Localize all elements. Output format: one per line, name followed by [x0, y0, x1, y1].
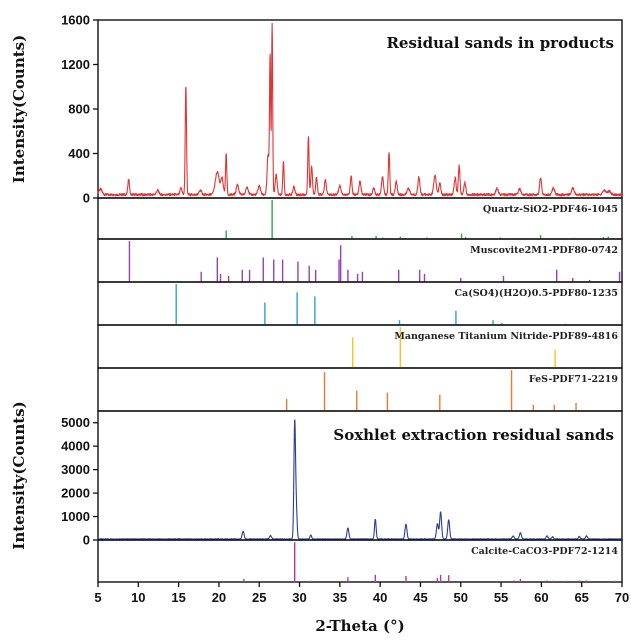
xtick-label: 15 [171, 590, 185, 605]
top-ytick-label: 800 [68, 102, 90, 117]
xtick-label: 70 [615, 590, 629, 605]
bottom-ytick-label: 5000 [61, 415, 90, 430]
xtick-label: 20 [212, 590, 226, 605]
top-y-axis-label: Intensity(Counts) [10, 35, 28, 183]
top-panel-title: Residual sands in products [386, 34, 614, 52]
reference-0-label: Quartz-SiO2-PDF46-1045 [483, 204, 618, 215]
calcite-label: Calcite-CaCO3-PDF72-1214 [471, 546, 618, 557]
bottom-ytick-label: 1000 [61, 509, 90, 524]
xtick-label: 10 [131, 590, 145, 605]
top-ytick-label: 1600 [61, 13, 90, 28]
top-spectrum-line [97, 22, 623, 197]
reference-4-label: FeS-PDF71-2219 [529, 374, 619, 385]
xtick-label: 65 [574, 590, 588, 605]
reference-1-label: Muscovite2M1-PDF80-0742 [470, 245, 618, 256]
bottom-y-axis-label: Intensity(Counts) [10, 401, 28, 549]
xtick-label: 45 [413, 590, 427, 605]
top-ytick-label: 400 [68, 146, 90, 161]
xtick-label: 30 [292, 590, 306, 605]
top-ytick-label: 0 [83, 191, 90, 206]
bottom-panel-title: Soxhlet extraction residual sands [333, 426, 614, 444]
top-ytick-label: 1200 [61, 57, 90, 72]
x-axis-label: 2-Theta (°) [315, 617, 404, 635]
xtick-label: 50 [454, 590, 468, 605]
bottom-spectrum-line [97, 419, 623, 540]
xtick-label: 40 [373, 590, 387, 605]
xtick-label: 35 [333, 590, 347, 605]
calcite-panel-frame [97, 539, 623, 583]
reference-3-label: Manganese Titanium Nitride-PDF89-4816 [394, 331, 618, 342]
reference-2-label: Ca(SO4)(H2O)0.5-PDF80-1235 [454, 288, 618, 299]
xtick-label: 5 [94, 590, 101, 605]
bottom-ytick-label: 0 [83, 533, 90, 548]
bottom-ytick-label: 3000 [61, 462, 90, 477]
bottom-ytick-label: 4000 [61, 439, 90, 454]
xtick-label: 55 [494, 590, 508, 605]
bottom-ytick-label: 2000 [61, 486, 90, 501]
xtick-label: 60 [534, 590, 548, 605]
xtick-label: 25 [252, 590, 266, 605]
